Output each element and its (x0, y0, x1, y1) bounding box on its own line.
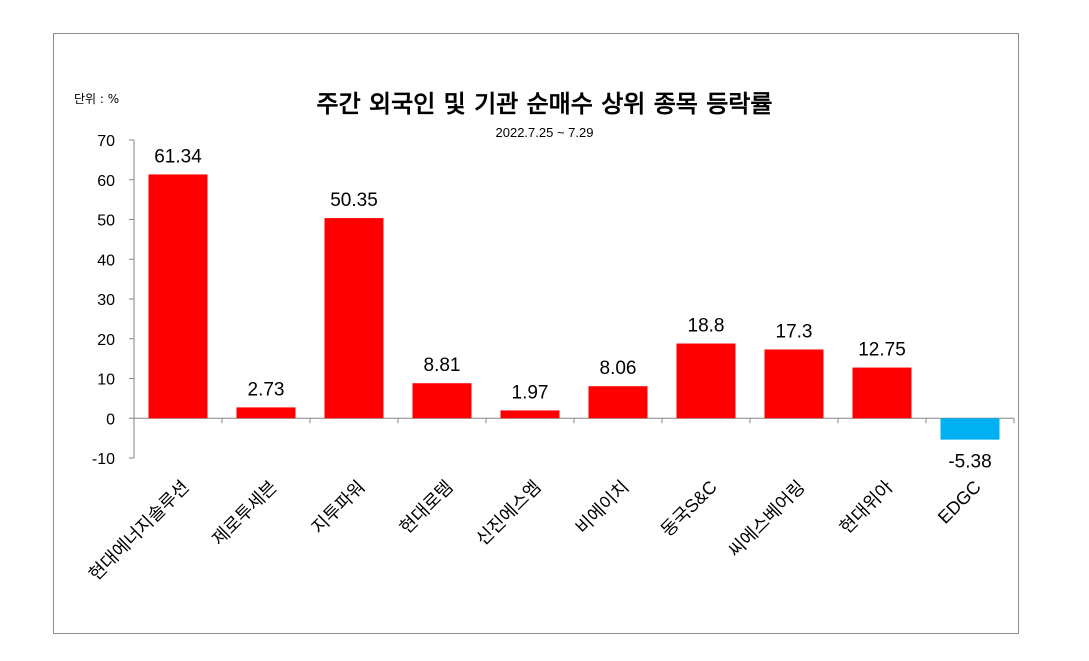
category-label: 비에이치 (572, 477, 633, 538)
y-tick-label: -10 (92, 451, 115, 468)
y-tick-label: 30 (97, 292, 115, 309)
bar (412, 383, 472, 419)
data-label: 61.34 (154, 146, 202, 167)
data-label: 18.8 (688, 316, 725, 337)
y-tick-label: 10 (97, 372, 115, 389)
chart-subtitle: 2022.7.25 ~ 7.29 (495, 125, 594, 140)
category-label: 현대로템 (396, 477, 457, 538)
bar (500, 410, 560, 419)
bar (588, 386, 648, 419)
category-label: 신진에스엠 (472, 477, 545, 550)
category-label: EDGC (934, 477, 985, 528)
bar (236, 407, 296, 419)
chart-title: 주간 외국인 및 기관 순매수 상위 종목 등락률 (316, 90, 773, 118)
data-label: 12.75 (858, 340, 906, 361)
category-label: 제로투세븐 (208, 477, 281, 550)
category-label: 씨에스베어링 (724, 477, 808, 561)
y-tick-label: 0 (106, 411, 115, 428)
bar (764, 349, 824, 419)
bar (940, 418, 1000, 440)
category-label: 현대에너지솔루션 (85, 477, 193, 585)
bar (148, 174, 208, 419)
chart-frame (53, 33, 1019, 634)
data-label: 1.97 (512, 382, 549, 403)
bar (852, 367, 912, 419)
bar (324, 218, 384, 419)
data-label: 17.3 (776, 321, 813, 342)
category-label: 지투파워 (308, 477, 369, 538)
y-tick-label: 40 (97, 252, 115, 269)
data-label: -5.38 (948, 452, 991, 473)
data-label: 2.73 (248, 379, 285, 400)
category-label: 현대위아 (836, 476, 897, 537)
data-label: 8.81 (424, 355, 461, 376)
y-tick-label: 20 (97, 332, 115, 349)
y-tick-label: 50 (97, 213, 115, 230)
bar (676, 343, 736, 419)
unit-label: 단위 : % (74, 92, 120, 106)
data-label: 8.06 (600, 358, 637, 379)
y-tick-label: 60 (97, 173, 115, 190)
category-label: 동국S&C (657, 477, 721, 541)
y-tick-label: 70 (97, 133, 115, 150)
data-label: 50.35 (330, 190, 378, 211)
